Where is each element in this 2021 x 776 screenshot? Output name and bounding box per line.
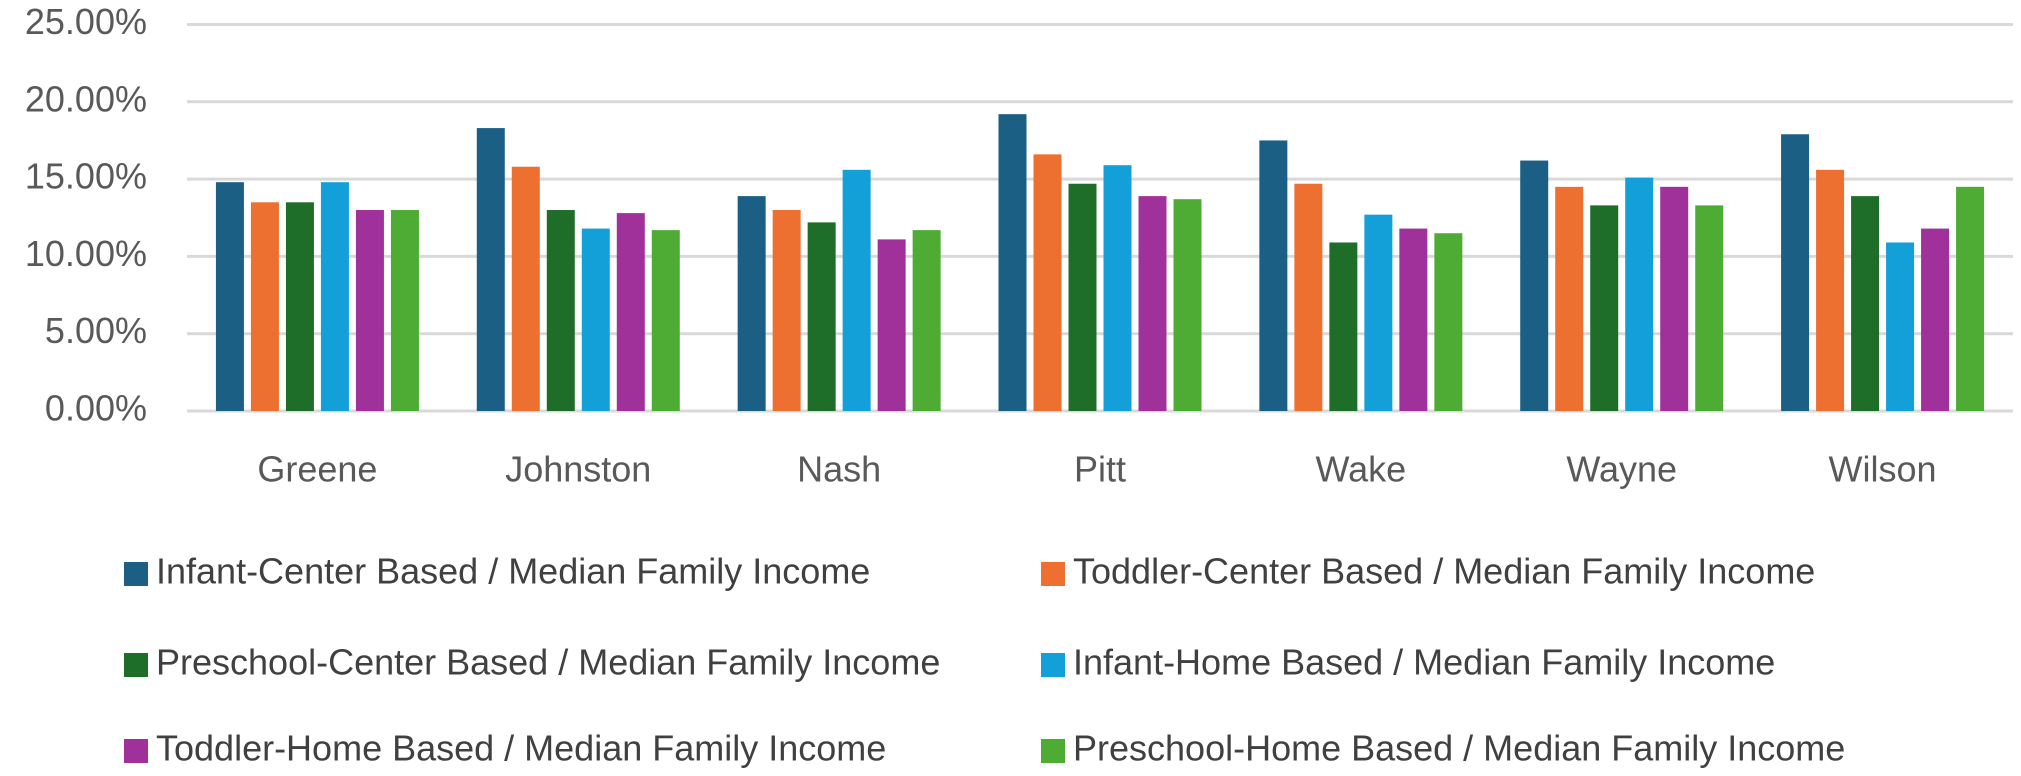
bar	[651, 230, 680, 411]
bar	[390, 210, 419, 411]
bar	[1399, 228, 1428, 411]
bar	[511, 166, 540, 411]
bar	[581, 228, 610, 411]
bar	[1590, 205, 1619, 411]
bar	[772, 210, 801, 411]
bar	[1816, 169, 1845, 411]
legend: Infant-Center Based / Median Family Inco…	[124, 551, 1845, 769]
y-tick-label: 10.00%	[25, 233, 147, 274]
legend-swatch	[124, 653, 148, 677]
bar	[1138, 196, 1167, 411]
bar	[1434, 233, 1463, 411]
bar	[1781, 134, 1810, 412]
bar	[842, 169, 871, 411]
bar	[1660, 186, 1689, 411]
bar	[355, 210, 384, 411]
legend-label: Infant-Center Based / Median Family Inco…	[156, 551, 870, 592]
bar	[1886, 242, 1915, 411]
y-tick-label: 15.00%	[25, 156, 147, 197]
bar	[616, 213, 645, 411]
bar	[1956, 186, 1985, 411]
legend-label: Preschool-Home Based / Median Family Inc…	[1073, 728, 1845, 769]
legend-swatch	[1041, 653, 1065, 677]
y-tick-label: 5.00%	[45, 310, 147, 351]
bar	[1851, 196, 1880, 411]
bar	[877, 239, 906, 411]
bar	[1033, 154, 1062, 411]
bar	[1173, 199, 1202, 411]
bar	[1520, 160, 1549, 411]
x-tick-label: Nash	[797, 449, 881, 490]
bar	[215, 182, 244, 411]
bar	[737, 196, 766, 411]
bar	[546, 210, 575, 411]
legend-swatch	[124, 739, 148, 763]
bar	[1921, 228, 1950, 411]
x-tick-label: Wilson	[1829, 449, 1937, 490]
y-tick-label: 25.00%	[25, 1, 147, 42]
bar	[1364, 214, 1393, 411]
x-tick-label: Wake	[1316, 449, 1407, 490]
bar	[807, 222, 836, 411]
legend-swatch	[1041, 562, 1065, 586]
bar	[250, 202, 279, 411]
y-tick-label: 20.00%	[25, 78, 147, 119]
bar	[1259, 140, 1288, 411]
bar	[1294, 183, 1323, 411]
bar	[285, 202, 314, 411]
bar	[998, 114, 1027, 411]
legend-label: Toddler-Home Based / Median Family Incom…	[156, 728, 886, 769]
bar	[320, 182, 349, 411]
bar	[1103, 165, 1132, 411]
x-tick-label: Johnston	[505, 449, 651, 490]
bar	[1555, 186, 1584, 411]
bar	[912, 230, 941, 411]
bar	[1329, 242, 1358, 411]
bar	[1695, 205, 1724, 411]
legend-swatch	[124, 562, 148, 586]
bar	[1625, 177, 1654, 411]
y-tick-label: 0.00%	[45, 388, 147, 429]
x-tick-label: Greene	[257, 449, 377, 490]
bar	[476, 128, 505, 411]
bar	[1068, 183, 1097, 411]
legend-label: Toddler-Center Based / Median Family Inc…	[1073, 551, 1815, 592]
legend-swatch	[1041, 739, 1065, 763]
legend-label: Infant-Home Based / Median Family Income	[1073, 642, 1775, 683]
legend-label: Preschool-Center Based / Median Family I…	[156, 642, 940, 683]
x-tick-label: Pitt	[1074, 449, 1126, 490]
x-tick-label: Wayne	[1566, 449, 1677, 490]
